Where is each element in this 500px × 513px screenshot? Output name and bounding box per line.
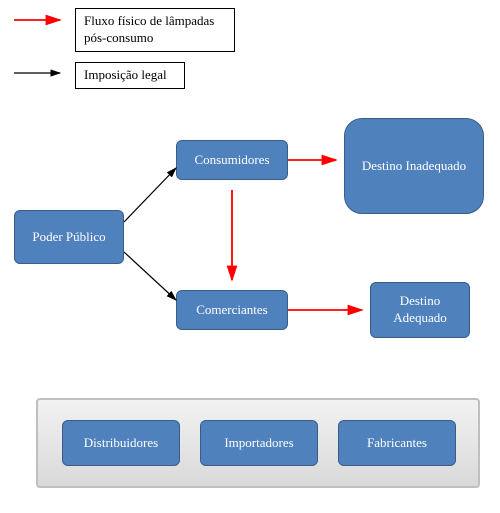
node-label: Destino Adequado xyxy=(375,293,465,327)
node-fabricantes: Fabricantes xyxy=(338,420,456,466)
node-label: Fabricantes xyxy=(367,435,427,452)
node-destino-adequado: Destino Adequado xyxy=(370,282,470,338)
node-label: Poder Público xyxy=(32,229,105,246)
node-poder-publico: Poder Público xyxy=(14,210,124,264)
node-consumidores: Consumidores xyxy=(176,140,288,180)
node-distribuidores: Distribuidores xyxy=(62,420,180,466)
node-label: Destino Inadequado xyxy=(362,158,466,175)
node-comerciantes: Comerciantes xyxy=(176,290,288,330)
node-importadores: Importadores xyxy=(200,420,318,466)
node-label: Importadores xyxy=(224,435,293,452)
node-destino-inadequado: Destino Inadequado xyxy=(344,118,484,214)
node-label: Consumidores xyxy=(194,152,269,169)
node-label: Distribuidores xyxy=(84,435,158,452)
edge-arrow xyxy=(124,252,176,300)
edge-arrow xyxy=(124,168,176,222)
node-label: Comerciantes xyxy=(196,302,267,319)
diagram-canvas: Fluxo físico de lâmpadas pós-consumo Imp… xyxy=(0,0,500,513)
legend-black-box: Imposição legal xyxy=(75,62,185,89)
legend-red-box: Fluxo físico de lâmpadas pós-consumo xyxy=(75,8,235,52)
